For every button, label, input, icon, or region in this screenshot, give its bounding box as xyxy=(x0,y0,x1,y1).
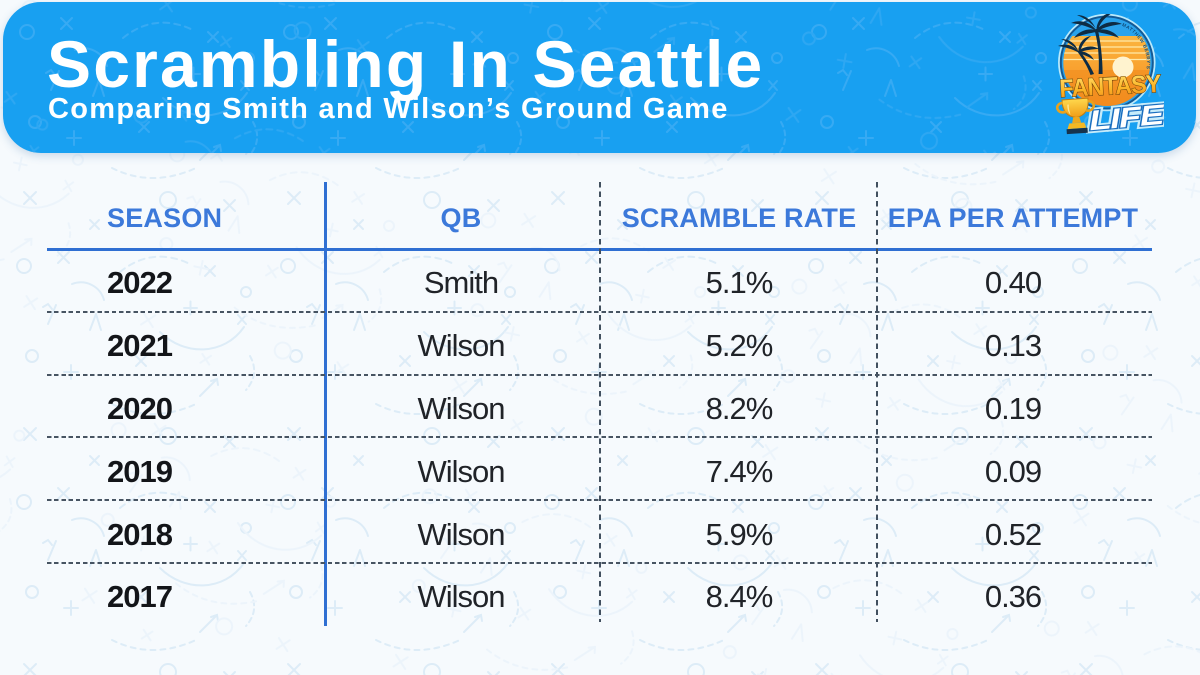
svg-text:FANTASY: FANTASY xyxy=(1059,70,1163,103)
svg-text:LIFE: LIFE xyxy=(1088,99,1164,137)
